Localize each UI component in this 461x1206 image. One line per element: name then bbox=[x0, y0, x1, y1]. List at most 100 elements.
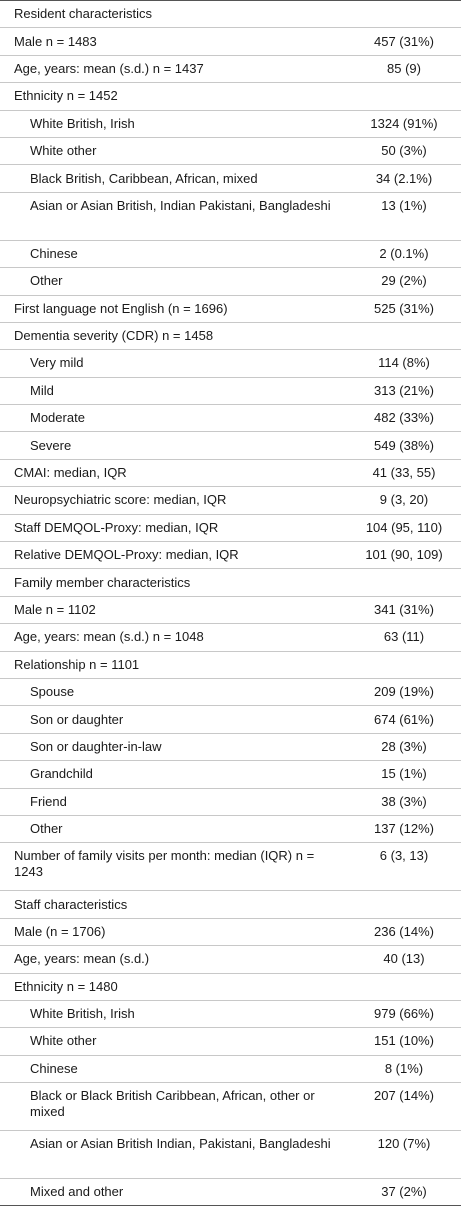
row-label: Other bbox=[0, 814, 339, 843]
row-label: CMAI: median, IQR bbox=[0, 458, 339, 487]
row-label: Son or daughter bbox=[0, 705, 339, 734]
row-label: Chinese bbox=[0, 1054, 339, 1083]
row-value: 6 (3, 13) bbox=[339, 842, 461, 891]
row-label: Family member characteristics bbox=[0, 568, 339, 597]
row-value bbox=[339, 972, 461, 1001]
row-label: Mixed and other bbox=[0, 1178, 339, 1206]
table-row: Son or daughter-in-law 28 (3%) bbox=[0, 732, 461, 761]
table-row: Male (n = 1706) 236 (14%) bbox=[0, 917, 461, 946]
table-row: Number of family visits per month: media… bbox=[0, 842, 461, 891]
row-value: 34 (2.1%) bbox=[339, 164, 461, 193]
table-row: Neuropsychiatric score: median, IQR 9 (3,… bbox=[0, 486, 461, 515]
row-label: Chinese bbox=[0, 239, 339, 268]
row-value: 28 (3%) bbox=[339, 732, 461, 761]
table-row: Chinese 2 (0.1%) bbox=[0, 239, 461, 268]
row-label: Friend bbox=[0, 787, 339, 816]
table-row: Relative DEMQOL-Proxy: median, IQR 101 (9… bbox=[0, 541, 461, 569]
table-row: Mild 313 (21%) bbox=[0, 376, 461, 405]
table-row: Grandchild 15 (1%) bbox=[0, 760, 461, 789]
row-value bbox=[339, 650, 461, 679]
table-row: Black or Black British Caribbean, Africa… bbox=[0, 1082, 461, 1131]
table-row: Male n = 1483 457 (31%) bbox=[0, 27, 461, 56]
row-label: Black or Black British Caribbean, Africa… bbox=[0, 1082, 339, 1131]
table-row: Asian or Asian British Indian, Pakistani… bbox=[0, 1130, 461, 1179]
table-row: First language not English (n = 1696) 525… bbox=[0, 294, 461, 323]
table-row: Dementia severity (CDR) n = 1458 bbox=[0, 321, 461, 350]
row-label: Dementia severity (CDR) n = 1458 bbox=[0, 321, 339, 350]
row-label: Asian or Asian British Indian, Pakistani… bbox=[0, 1130, 339, 1179]
row-value bbox=[339, 0, 461, 28]
table-row: Ethnicity n = 1452 bbox=[0, 82, 461, 111]
row-value: 40 (13) bbox=[339, 945, 461, 973]
row-value: 120 (7%) bbox=[339, 1130, 461, 1179]
row-value: 341 (31%) bbox=[339, 595, 461, 624]
row-label: White British, Irish bbox=[0, 999, 339, 1028]
row-value bbox=[339, 568, 461, 597]
row-value: 549 (38%) bbox=[339, 431, 461, 460]
table-row: Ethnicity n = 1480 bbox=[0, 972, 461, 1001]
row-value: 9 (3, 20) bbox=[339, 486, 461, 515]
table-row: White other 151 (10%) bbox=[0, 1027, 461, 1056]
row-label: Black British, Caribbean, African, mixed bbox=[0, 164, 339, 193]
row-value: 29 (2%) bbox=[339, 267, 461, 296]
table-row: Very mild 114 (8%) bbox=[0, 349, 461, 378]
table-row: White British, Irish 1324 (91%) bbox=[0, 109, 461, 138]
row-label: Son or daughter-in-law bbox=[0, 732, 339, 761]
row-value: 313 (21%) bbox=[339, 376, 461, 405]
table-row: Chinese 8 (1%) bbox=[0, 1054, 461, 1083]
row-value: 209 (19%) bbox=[339, 677, 461, 706]
row-value: 63 (11) bbox=[339, 623, 461, 652]
table-row: Son or daughter 674 (61%) bbox=[0, 705, 461, 734]
row-value: 38 (3%) bbox=[339, 787, 461, 816]
table-row: Friend 38 (3%) bbox=[0, 787, 461, 816]
row-value: 979 (66%) bbox=[339, 999, 461, 1028]
row-label: Severe bbox=[0, 431, 339, 460]
row-label: Relationship n = 1101 bbox=[0, 650, 339, 679]
row-label: Male n = 1483 bbox=[0, 27, 339, 56]
row-label: Male n = 1102 bbox=[0, 595, 339, 624]
table-row: Mixed and other 37 (2%) bbox=[0, 1178, 461, 1206]
row-label: Age, years: mean (s.d.) bbox=[0, 945, 339, 973]
row-label: White British, Irish bbox=[0, 109, 339, 138]
table-row: Spouse 209 (19%) bbox=[0, 677, 461, 706]
row-label: Asian or Asian British, Indian Pakistani… bbox=[0, 191, 339, 241]
row-value: 207 (14%) bbox=[339, 1082, 461, 1131]
row-value: 104 (95, 110) bbox=[339, 513, 461, 542]
row-label: Neuropsychiatric score: median, IQR bbox=[0, 486, 339, 515]
row-label: Number of family visits per month: media… bbox=[0, 842, 339, 891]
table-row: Age, years: mean (s.d.) n = 1048 63 (11) bbox=[0, 623, 461, 652]
row-value bbox=[339, 82, 461, 111]
table-row: Age, years: mean (s.d.) 40 (13) bbox=[0, 945, 461, 973]
row-value: 101 (90, 109) bbox=[339, 541, 461, 569]
row-value: 114 (8%) bbox=[339, 349, 461, 378]
row-value bbox=[339, 321, 461, 350]
row-label: Ethnicity n = 1480 bbox=[0, 972, 339, 1001]
row-value: 50 (3%) bbox=[339, 136, 461, 165]
row-label: Relative DEMQOL-Proxy: median, IQR bbox=[0, 541, 339, 569]
row-label: Mild bbox=[0, 376, 339, 405]
row-value: 15 (1%) bbox=[339, 760, 461, 789]
row-value: 41 (33, 55) bbox=[339, 458, 461, 487]
table-row: Male n = 1102 341 (31%) bbox=[0, 595, 461, 624]
row-label: Ethnicity n = 1452 bbox=[0, 82, 339, 111]
table-row: Other 137 (12%) bbox=[0, 814, 461, 843]
row-value: 151 (10%) bbox=[339, 1027, 461, 1056]
row-value: 8 (1%) bbox=[339, 1054, 461, 1083]
table-row: Other 29 (2%) bbox=[0, 267, 461, 296]
row-label: Spouse bbox=[0, 677, 339, 706]
table-row: Family member characteristics bbox=[0, 568, 461, 597]
row-value: 674 (61%) bbox=[339, 705, 461, 734]
row-value: 85 (9) bbox=[339, 54, 461, 83]
table-row: Staff characteristics bbox=[0, 890, 461, 919]
row-value: 482 (33%) bbox=[339, 404, 461, 432]
row-label: Moderate bbox=[0, 404, 339, 432]
row-value: 37 (2%) bbox=[339, 1178, 461, 1206]
row-value bbox=[339, 890, 461, 919]
table-row: Severe 549 (38%) bbox=[0, 431, 461, 460]
table-row: Resident characteristics bbox=[0, 0, 461, 28]
row-value: 1324 (91%) bbox=[339, 109, 461, 138]
row-value: 525 (31%) bbox=[339, 294, 461, 323]
table-row: Asian or Asian British, Indian Pakistani… bbox=[0, 191, 461, 241]
